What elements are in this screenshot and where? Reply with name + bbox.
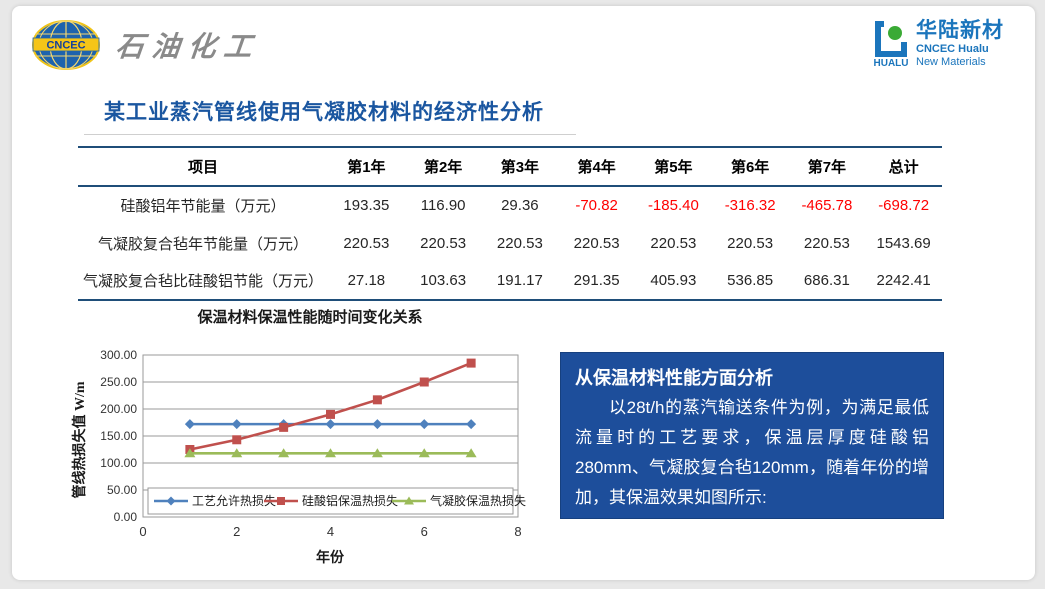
col-header-item: 项目 [78,146,328,187]
line-chart: 300.00 250.00 200.00 150.00 100.00 50.00 0.000… [71,348,526,566]
col-header-year5: 第5年 [635,146,712,187]
cncec-badge-text: CNCEC [46,40,85,52]
col-header-year2: 第2年 [404,146,482,187]
cell: 27.18 [328,262,405,301]
col-header-year3: 第3年 [481,146,559,187]
svg-text:50.00: 50.00 [107,483,137,497]
analysis-body: 以28t/h的蒸汽输送条件为例，为满足最低流量时的工艺要求，保温层厚度硅酸铝28… [575,398,929,507]
svg-text:200.00: 200.00 [100,402,137,416]
svg-text:250.00: 250.00 [100,375,137,389]
cell: 2242.41 [865,262,942,301]
chart-title: 保温材料保温性能随时间变化关系 [197,310,423,326]
col-header-year1: 第1年 [328,146,405,187]
cell-negative: -698.72 [878,197,930,214]
cell: 220.53 [803,234,850,252]
page-title: 某工业蒸汽管线使用气凝胶材料的经济性分析 [104,101,544,124]
cell-negative: -465.78 [801,197,853,214]
cell: 220.53 [420,234,467,252]
title-divider [84,134,576,135]
hualu-name-en1: CNCEC Hualu [916,43,989,55]
chart-series [184,358,477,458]
svg-text:6: 6 [421,524,428,539]
economics-table: 项目 第1年 第2年 第3年 第4年 第5年 第6年 第7年 总计 硅酸铝年节能… [78,146,942,301]
analysis-box: 从保温材料性能方面分析 以28t/h的蒸汽输送条件为例，为满足最低流量时的工艺要… [560,352,944,519]
hualu-mark-text: HUALU [874,58,909,68]
analysis-heading: 从保温材料性能方面分析 [575,368,773,388]
y-axis-title: 管线热损失值 W/m [71,381,88,498]
svg-text:硅酸铝保温热损失: 硅酸铝保温热损失 [302,493,398,508]
svg-text:300.00: 300.00 [100,348,137,362]
row-label: 气凝胶复合毡年节能量（万元） [97,235,308,253]
cell: 193.35 [343,197,390,214]
cell-negative: -185.40 [647,197,699,214]
cell-negative: -316.32 [724,197,776,214]
col-header-year4: 第4年 [558,146,635,187]
header-right-logo: HUALU 华陆新材 CNCEC Hualu New Materials [874,20,1004,68]
header-left-logo: CNCEC 石油化工 [30,18,262,72]
svg-text:4: 4 [327,524,334,539]
slide: CNCEC 石油化工 HUALU 华陆新材 CNCEC Hualu New Ma… [12,6,1035,580]
chart-axis-ticks: 300.00 250.00 200.00 150.00 100.00 50.00 0.000… [100,348,521,539]
svg-text:气凝胶保温热损失: 气凝胶保温热损失 [430,493,526,508]
cell: 1543.69 [876,234,931,252]
svg-text:100.00: 100.00 [100,456,137,470]
table-row: 硅酸铝年节能量（万元） 193.35 116.90 29.36 -70.82 -… [78,186,942,224]
brand-text: 石油化工 [114,31,262,62]
svg-text:8: 8 [514,524,521,539]
cell: 220.53 [727,234,774,252]
cell: 116.90 [420,197,466,214]
cell: 220.53 [343,234,390,252]
svg-text:0: 0 [139,524,146,539]
col-header-year7: 第7年 [788,146,866,187]
cell: 220.53 [573,234,620,252]
cell: 103.63 [404,262,482,301]
cncec-globe-icon: CNCEC [32,20,100,70]
svg-text:工艺允许热损失: 工艺允许热损失 [192,493,276,508]
hualu-name-cn: 华陆新材 [916,19,1004,42]
cell: 536.85 [711,262,789,301]
svg-text:150.00: 150.00 [100,429,137,443]
x-axis-title: 年份 [316,549,345,566]
cell: 220.53 [496,234,543,252]
table-row: 气凝胶复合毡年节能量（万元） 220.53 220.53 220.53 220.… [78,224,942,262]
row-label: 气凝胶复合毡比硅酸铝节能（万元） [78,262,328,301]
cell: 191.17 [481,262,559,301]
cell: 291.35 [558,262,635,301]
col-header-year6: 第6年 [711,146,789,187]
svg-text:2: 2 [233,524,240,539]
cell-negative: -70.82 [575,197,618,214]
hualu-logo-icon: HUALU [874,21,909,68]
cell: 29.36 [501,197,539,214]
cell: 220.53 [650,234,697,252]
svg-text:0.00: 0.00 [114,510,138,524]
table-row: 气凝胶复合毡比硅酸铝节能（万元） 27.18 103.63 191.17 291… [78,262,942,301]
table-header-row: 项目 第1年 第2年 第3年 第4年 第5年 第6年 第7年 总计 [78,146,942,187]
hualu-name-en2: New Materials [916,56,986,68]
row-label: 硅酸铝年节能量（万元） [120,198,286,215]
chart-legend: 工艺允许热损失 硅酸铝保温热损失 气凝胶保温热损失 [147,487,526,515]
col-header-total: 总计 [865,146,942,187]
cell: 686.31 [788,262,866,301]
cell: 405.93 [635,262,712,301]
